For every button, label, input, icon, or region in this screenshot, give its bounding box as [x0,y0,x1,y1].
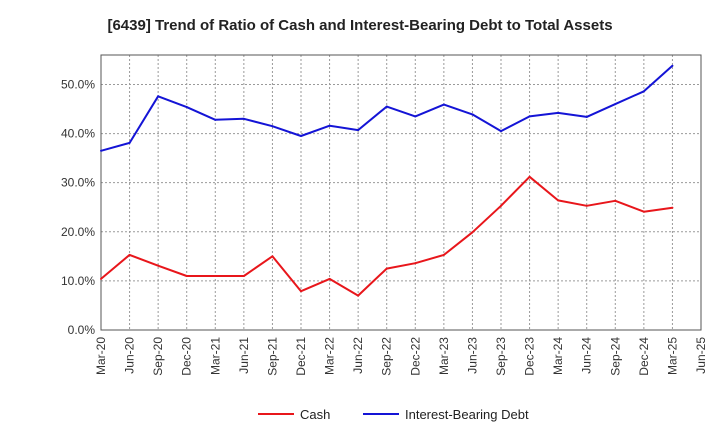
y-tick-label: 30.0% [61,176,95,190]
data-point [585,115,588,118]
data-point [242,117,245,120]
data-point [500,204,502,207]
x-tick-label: Mar-24 [551,337,565,375]
data-point [128,141,131,144]
x-tick-label: Mar-25 [665,337,679,375]
data-point [328,124,331,127]
data-point [271,255,274,258]
x-tick-label: Sep-20 [151,337,165,376]
legend-label-1: Interest-Bearing Debt [405,407,529,422]
data-point [385,105,388,108]
grid-layer [100,55,702,331]
series-layer [100,64,674,297]
data-point [100,277,102,280]
data-point [528,175,531,178]
data-point [385,267,388,270]
x-tick-label: Mar-21 [208,337,222,375]
x-tick-label: Dec-22 [408,337,422,376]
x-tick-label: Jun-20 [123,337,137,374]
data-point [671,206,674,209]
x-tick-label: Jun-22 [351,337,365,374]
data-point [557,111,560,114]
data-point [157,264,160,267]
legend-label-0: Cash [300,407,330,422]
data-point [214,274,217,277]
y-tick-label: 50.0% [61,77,95,91]
x-tick-label: Dec-23 [523,337,537,376]
x-tick-label: Mar-20 [94,337,108,375]
y-tick-label: 40.0% [61,127,95,141]
data-point [614,199,617,202]
data-point [357,294,360,297]
x-tick-label: Jun-23 [465,337,479,374]
x-tick-label: Sep-24 [608,337,622,376]
x-tick-label: Dec-24 [637,337,651,376]
plot-frame [100,54,702,331]
data-point [185,274,188,277]
x-tick-label: Dec-20 [180,337,194,376]
x-tick-label: Sep-22 [380,337,394,376]
data-point [671,64,674,67]
data-point [642,90,645,93]
x-tick-label: Dec-21 [294,337,308,376]
data-point [271,125,274,128]
legend: Cash Interest-Bearing Debt [258,407,529,422]
x-tick-label: Mar-23 [437,337,451,375]
data-point [157,95,160,98]
x-tick-label: Sep-21 [265,337,279,376]
data-point [214,118,217,121]
data-point [300,135,302,138]
data-point [642,210,645,213]
data-point [414,262,417,265]
x-tick-label: Mar-22 [323,337,337,375]
x-tick-label: Jun-21 [237,337,251,374]
chart-title: [6439] Trend of Ratio of Cash and Intere… [107,17,612,34]
data-point [128,253,131,256]
data-point [414,115,417,118]
x-tick-label: Jun-24 [580,337,594,374]
data-point [585,204,588,207]
data-point [471,231,474,234]
data-point [500,130,502,133]
data-point [300,290,302,293]
data-point [100,149,102,152]
data-point [528,115,531,118]
data-point [557,199,560,202]
x-tick-label: Jun-25 [694,337,708,374]
data-point [442,103,445,106]
data-point [442,253,445,256]
data-point [614,103,617,106]
data-point [242,274,245,277]
axis-layer: 0.0% 10.0% 20.0% 30.0% 40.0% 50.0% Mar-20 Jun-2… [61,54,708,376]
data-point [357,129,360,132]
x-tick-label: Sep-23 [494,337,508,376]
data-point [328,277,331,280]
y-tick-label: 20.0% [61,225,95,239]
data-point [471,113,474,116]
data-point [185,106,188,109]
y-tick-label: 0.0% [68,323,96,337]
y-tick-label: 10.0% [61,274,95,288]
